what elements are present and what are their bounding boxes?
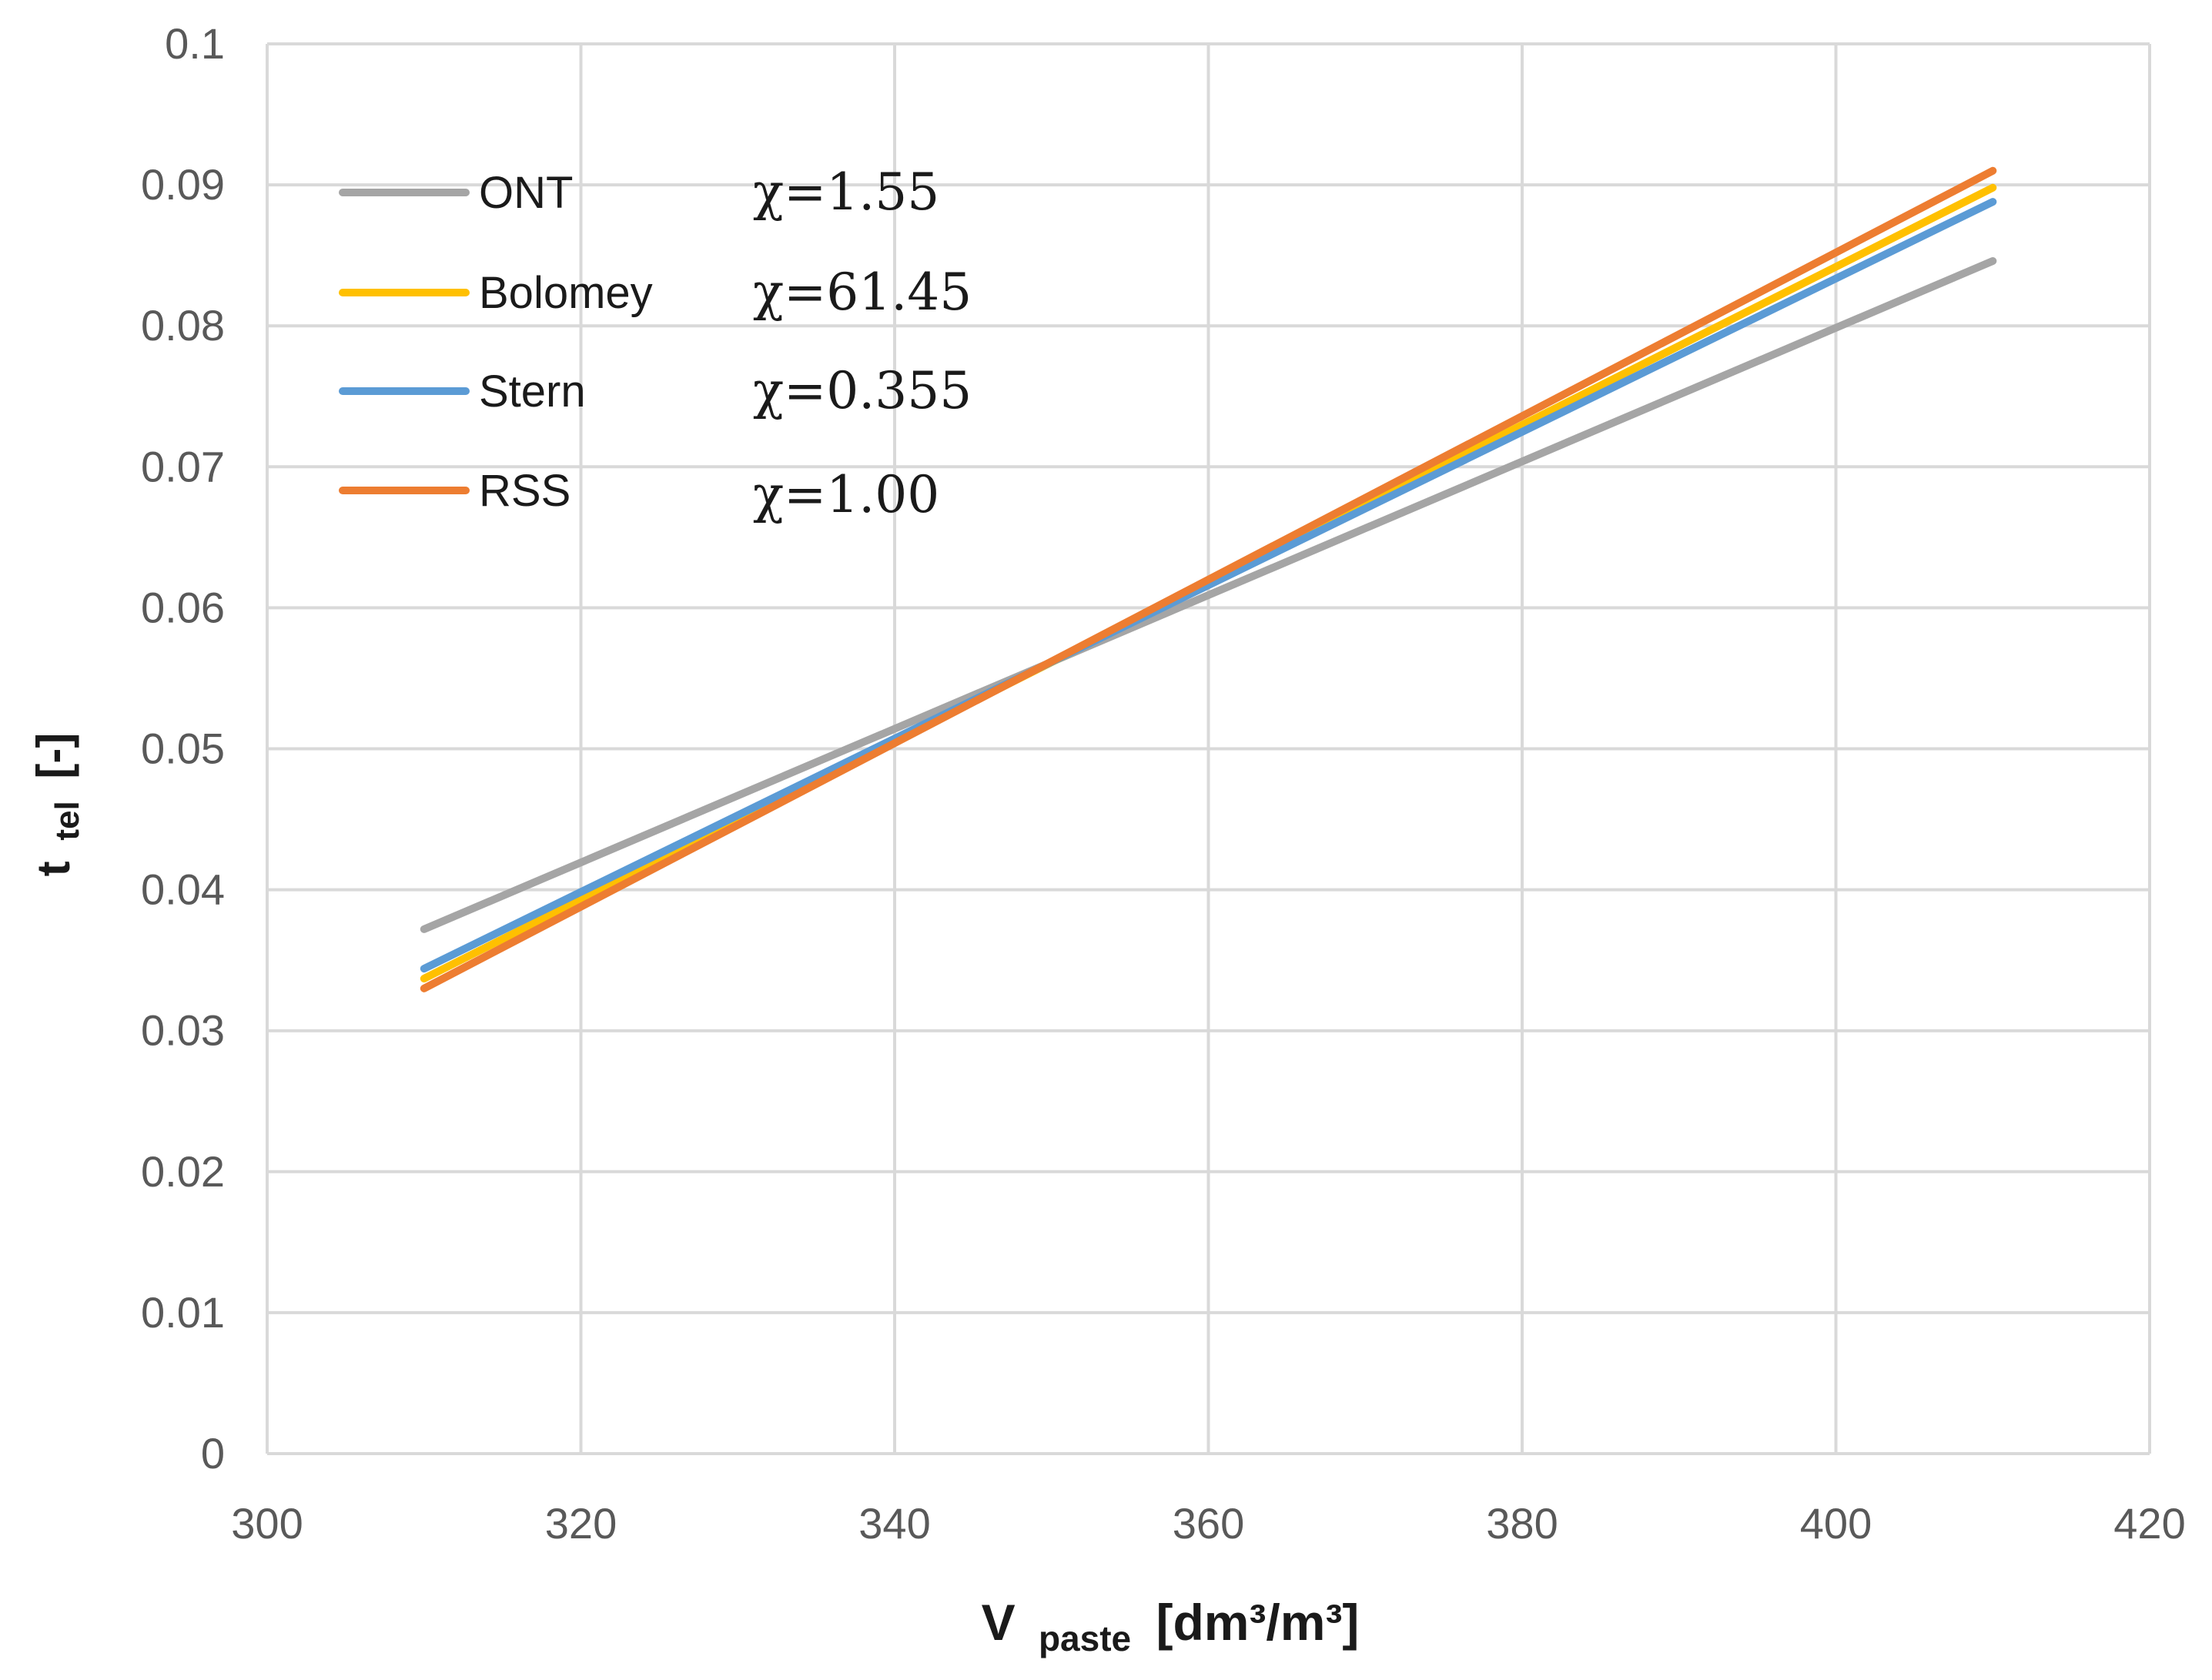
y-tick-label: 0.02 xyxy=(141,1147,225,1196)
legend-label-bolomey: Bolomey xyxy=(479,268,653,318)
series-line-rss xyxy=(420,166,1997,992)
y-tick-label: 0.08 xyxy=(141,301,225,350)
x-tick-label: 340 xyxy=(858,1499,930,1548)
gridlines xyxy=(266,42,2151,1455)
y-tick-label: 0.07 xyxy=(141,442,225,490)
y-tick-label: 0.04 xyxy=(141,865,225,914)
chi-annotation-rss: χ=1.00 xyxy=(753,465,939,524)
x-axis-title-sub: paste xyxy=(1039,1618,1131,1658)
y-tick-label: 0.03 xyxy=(141,1006,225,1055)
x-tick-label: 300 xyxy=(231,1499,303,1548)
y-tick-label: 0.09 xyxy=(141,160,225,209)
legend: ONT χ=1.55 Bolomey χ=61.45 Stern χ=0.355 RSS χ=… xyxy=(339,162,972,524)
chi-annotation-stern: χ=0.355 xyxy=(753,361,972,420)
x-tick-label: 360 xyxy=(1173,1499,1244,1548)
legend-label-ont: ONT xyxy=(479,168,573,218)
y-axis-title-unit: [-] xyxy=(28,733,79,779)
x-tick-label: 380 xyxy=(1486,1499,1558,1548)
y-tick-label: 0.06 xyxy=(141,583,225,631)
legend-label-rss: RSS xyxy=(479,466,571,516)
series-line-stern xyxy=(420,198,1997,973)
y-tick-label: 0.01 xyxy=(141,1288,225,1337)
x-tick-label: 320 xyxy=(545,1499,617,1548)
x-axis-title: V paste [dm³/m³] xyxy=(982,1594,1360,1662)
y-tick-label: 0.1 xyxy=(165,19,225,68)
y-axis-title-main: t xyxy=(28,861,79,876)
series-line-ont xyxy=(420,257,1997,933)
x-tick-label: 400 xyxy=(1800,1499,1872,1548)
y-axis-title: t tel [-] xyxy=(28,733,89,877)
legend-label-stern: Stern xyxy=(479,366,586,417)
y-tick-label: 0 xyxy=(201,1429,225,1478)
chi-annotation-bolomey: χ=61.45 xyxy=(753,263,972,322)
x-axis-title-unit: [dm³/m³] xyxy=(1156,1594,1359,1651)
chi-annotation-ont: χ=1.55 xyxy=(753,162,939,222)
y-axis-title-sub: tel xyxy=(49,801,86,840)
series-lines xyxy=(420,166,1997,992)
x-tick-label: 420 xyxy=(2113,1499,2185,1548)
tick-labels: 0 0.01 0.02 0.03 0.04 0.05 0.06 0.07 0.08 0.09 0.1… xyxy=(141,19,2186,1548)
y-tick-label: 0.05 xyxy=(141,725,225,773)
x-axis-title-main: V xyxy=(982,1594,1016,1651)
